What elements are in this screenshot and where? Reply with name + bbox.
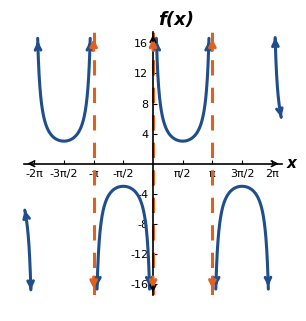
Text: x: x [287,156,297,171]
Text: f(x): f(x) [158,12,194,30]
